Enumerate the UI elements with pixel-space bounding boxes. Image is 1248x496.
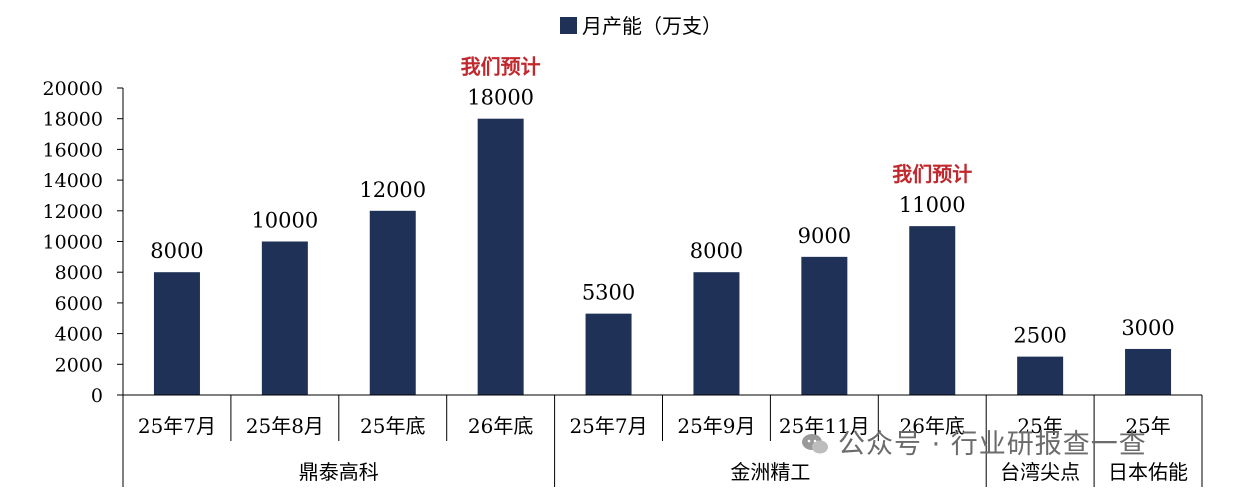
y-tick-label: 16000: [43, 139, 103, 161]
bar: [909, 226, 956, 395]
data-label: 10000: [251, 209, 318, 233]
x-tick-label: 26年底: [900, 414, 965, 438]
y-tick-label: 4000: [55, 324, 103, 346]
y-tick-label: 10000: [43, 232, 103, 254]
data-label: 18000: [467, 86, 534, 110]
x-tick-label: 25年8月: [246, 414, 324, 438]
x-tick-label: 25年9月: [677, 414, 755, 438]
data-label: 8000: [690, 239, 743, 263]
x-tick-label: 25年底: [360, 414, 425, 438]
bar: [1017, 356, 1064, 395]
data-label: 12000: [359, 178, 426, 202]
y-tick-label: 6000: [55, 293, 103, 315]
watermark-text: 公众号 · 行业研报查一查: [838, 429, 1147, 460]
bar: [801, 256, 848, 395]
bar: [477, 118, 524, 395]
annotation-label: 我们预计: [461, 55, 541, 79]
x-tick-label: 25年11月: [779, 414, 870, 438]
bar: [1125, 348, 1172, 395]
y-tick-label: 12000: [43, 201, 103, 223]
legend-label: 月产能（万支）: [582, 14, 722, 38]
x-group-label: 鼎泰高科: [299, 460, 379, 484]
data-label: 8000: [150, 239, 203, 263]
x-axis: 25年7月 25年8月 25年底 26年底 25年7月 25年9月 25年11月 26年底 25…: [122, 394, 1203, 487]
legend: 月产能（万支）: [560, 14, 722, 38]
x-group-label: 金洲精工: [730, 460, 810, 484]
bars: 8000 10000 12000 18000 5300 8000 9000 11000 2500…: [150, 55, 1175, 395]
bar: [369, 210, 416, 395]
y-axis: 0 2000 4000 6000 8000 10000 12000 14000 16000 180…: [43, 78, 124, 407]
data-label: 11000: [899, 193, 966, 217]
data-label: 2500: [1013, 324, 1066, 348]
x-tick-label: 25年7月: [138, 414, 216, 438]
data-label: 3000: [1121, 316, 1174, 340]
bar: [153, 272, 200, 395]
watermark: 公众号 · 行业研报查一查: [800, 422, 1147, 461]
x-tick-label: 26年底: [468, 414, 533, 438]
x-tick-label: 25年: [1125, 414, 1170, 438]
x-group-label: 日本佑能: [1108, 460, 1188, 484]
bar: [585, 313, 632, 395]
legend-swatch: [560, 17, 577, 34]
y-tick-label: 2000: [55, 354, 103, 376]
x-group-label: 台湾尖点: [1000, 460, 1080, 484]
wechat-icon: [802, 434, 828, 454]
x-tick-label: 25年: [1017, 414, 1062, 438]
bar: [261, 241, 308, 395]
data-label: 5300: [582, 281, 635, 305]
bar: [693, 272, 740, 395]
data-label: 9000: [798, 224, 851, 248]
y-tick-label: 0: [91, 385, 103, 407]
y-tick-label: 8000: [55, 262, 103, 284]
x-tick-label: 25年7月: [569, 414, 647, 438]
annotation-label: 我们预计: [892, 162, 972, 186]
y-tick-label: 18000: [43, 109, 103, 131]
y-tick-label: 20000: [43, 78, 103, 100]
y-tick-label: 14000: [43, 170, 103, 192]
